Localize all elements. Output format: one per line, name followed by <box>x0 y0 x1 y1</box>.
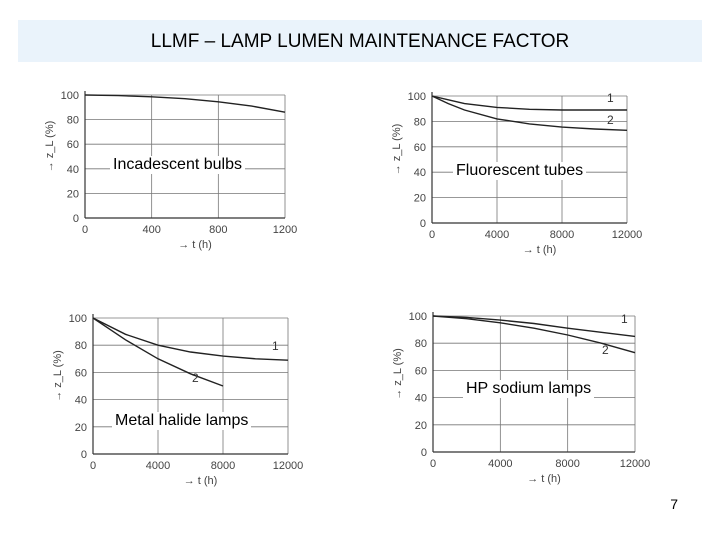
x-tick-label: 0 <box>429 229 435 241</box>
y-tick-label: 60 <box>415 365 427 377</box>
x-tick-label: 4000 <box>146 460 170 472</box>
y-tick-label: 0 <box>421 447 427 459</box>
x-tick-label: 0 <box>430 458 436 470</box>
series-label-1: 1 <box>607 91 614 105</box>
y-tick-label: 60 <box>414 142 426 154</box>
y-tick-label: 80 <box>75 340 87 352</box>
chart-metal-halide-svg: 0 20 40 60 80 100 0 4000 8000 12000 → z_L (%) → t (… <box>52 313 304 487</box>
y-axis-label: → z_L (%) <box>44 121 56 173</box>
x-axis-label: → t (h) <box>527 473 561 485</box>
y-tick-label: 40 <box>415 393 427 405</box>
series-label-2: 2 <box>607 113 614 127</box>
x-tick-label: 8000 <box>211 460 235 472</box>
chart-title-hp-sodium: HP sodium lamps <box>463 380 595 398</box>
y-tick-label: 100 <box>69 313 87 325</box>
x-tick-label: 8000 <box>555 458 579 470</box>
series-line-2 <box>432 315 636 354</box>
y-tick-label: 20 <box>75 422 87 434</box>
y-tick-label: 0 <box>73 213 79 225</box>
y-tick-label: 80 <box>415 338 427 350</box>
x-axis-label: → t (h) <box>523 244 557 256</box>
y-tick-label: 20 <box>67 188 79 200</box>
y-tick-label: 0 <box>420 218 426 230</box>
x-tick-label: 0 <box>82 224 88 236</box>
y-tick-label: 60 <box>67 139 79 151</box>
x-tick-label: 12000 <box>273 460 304 472</box>
x-tick-label: 12000 <box>612 229 643 241</box>
y-tick-label: 60 <box>75 367 87 379</box>
x-axis-label: → t (h) <box>184 475 218 487</box>
y-tick-label: 100 <box>408 91 426 103</box>
y-tick-label: 40 <box>414 167 426 179</box>
y-axis-label: → z_L (%) <box>52 350 64 402</box>
series-line-main <box>84 94 286 113</box>
y-tick-label: 80 <box>414 116 426 128</box>
series-line-2 <box>431 95 628 131</box>
x-tick-label: 1200 <box>273 224 297 236</box>
series-label-1: 1 <box>621 312 628 326</box>
chart-title-fluorescent: Fluorescent tubes <box>453 162 587 180</box>
slide-title: LLMF – LAMP LUMEN MAINTENANCE FACTOR <box>150 31 570 52</box>
y-tick-label: 80 <box>67 115 79 127</box>
x-tick-label: 0 <box>90 460 96 472</box>
x-axis-label: → t (h) <box>178 239 212 251</box>
x-tick-label: 400 <box>142 224 160 236</box>
chart-fluorescent-svg: 0 20 40 60 80 100 0 4000 8000 12000 → z_L (%) → t (… <box>391 91 643 256</box>
x-tick-label: 12000 <box>620 458 651 470</box>
y-axis-label: → z_L (%) <box>392 348 404 400</box>
chart-fluorescent: 0 20 40 60 80 100 0 4000 8000 12000 → z_L (%) → t (… <box>385 80 665 260</box>
series-label-1: 1 <box>272 339 279 353</box>
chart-incandescent-svg: 0 20 40 60 80 100 0 400 800 1200 → z_L (%) → t (h) <box>44 90 297 251</box>
y-tick-label: 40 <box>67 164 79 176</box>
y-tick-label: 20 <box>414 193 426 205</box>
chart-incandescent: 0 20 40 60 80 100 0 400 800 1200 → z_L (%) → t (h) … <box>40 80 310 260</box>
chart-metal-halide: 0 20 40 60 80 100 0 4000 8000 12000 → z_L (%) → t (… <box>45 302 315 487</box>
series-line-1 <box>432 315 636 338</box>
title-bar: LLMF – LAMP LUMEN MAINTENANCE FACTOR <box>18 20 702 62</box>
series-line-1 <box>431 95 627 111</box>
page-number: 7 <box>670 496 678 512</box>
y-tick-label: 20 <box>415 420 427 432</box>
chart-title-incandescent: Incadescent bulbs <box>110 156 245 174</box>
series-line-2 <box>92 317 224 387</box>
y-axis-label: → z_L (%) <box>391 124 403 176</box>
series-label-2: 2 <box>192 371 199 385</box>
chart-hp-sodium-svg: 0 20 40 60 80 100 0 4000 8000 12000 → z_L (%) → t (… <box>392 311 651 485</box>
y-tick-label: 100 <box>409 311 427 323</box>
series-label-2: 2 <box>602 343 609 357</box>
x-tick-label: 800 <box>209 224 227 236</box>
chart-hp-sodium: 0 20 40 60 80 100 0 4000 8000 12000 → z_L (%) → t (… <box>385 300 670 490</box>
chart-title-metal-halide: Metal halide lamps <box>112 412 252 430</box>
series-line-1 <box>92 317 289 361</box>
x-tick-label: 8000 <box>550 229 574 241</box>
y-tick-label: 0 <box>81 449 87 461</box>
y-tick-label: 100 <box>61 90 79 102</box>
x-tick-label: 4000 <box>485 229 509 241</box>
y-tick-label: 40 <box>75 395 87 407</box>
x-tick-label: 4000 <box>488 458 512 470</box>
